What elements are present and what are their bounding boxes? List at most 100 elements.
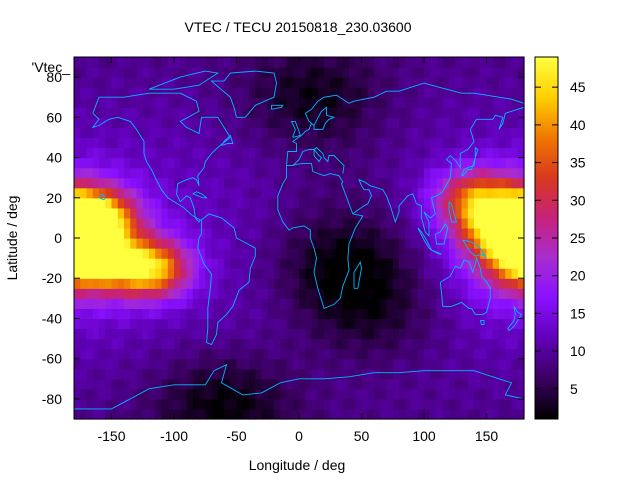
heat-cell	[374, 97, 381, 108]
heat-cell	[261, 348, 269, 360]
heat-cell	[192, 127, 200, 139]
heat-cell	[92, 318, 100, 330]
heat-cell	[430, 298, 438, 309]
heat-cell	[186, 348, 194, 360]
heat-cell	[486, 167, 494, 179]
heat-cell	[411, 157, 419, 169]
heat-cell	[124, 408, 131, 420]
heat-cell	[161, 308, 169, 320]
heat-cell	[211, 268, 219, 279]
heat-cell	[105, 157, 113, 169]
heat-cell	[174, 137, 181, 149]
heat-cell	[199, 57, 206, 68]
heat-cell	[274, 318, 281, 330]
heat-cell	[374, 248, 381, 259]
heat-cell	[386, 408, 394, 420]
heat-cell	[205, 248, 213, 259]
heat-cell	[136, 338, 144, 350]
heat-cell	[149, 358, 156, 370]
heat-cell	[80, 117, 88, 128]
heat-cell	[399, 117, 406, 128]
heat-cell	[424, 308, 431, 320]
heat-cell	[161, 368, 169, 380]
heat-cell	[124, 227, 131, 239]
heat-cell	[142, 187, 150, 199]
heat-cell	[261, 77, 269, 88]
heat-cell	[99, 227, 106, 239]
heat-cell	[311, 388, 319, 400]
heat-cell	[286, 147, 294, 159]
heat-cell	[242, 187, 250, 199]
heat-cell	[517, 207, 525, 219]
heat-cell	[492, 358, 500, 370]
heat-cell	[249, 127, 256, 139]
heat-cell	[305, 308, 313, 320]
heat-cell	[267, 238, 275, 249]
heat-cell	[392, 67, 400, 78]
heat-cell	[511, 238, 519, 249]
heat-cell	[180, 197, 188, 209]
heat-cell	[299, 298, 306, 309]
heat-cell	[486, 278, 494, 289]
heat-cell	[255, 248, 263, 259]
heat-cell	[186, 217, 194, 229]
heat-cell	[149, 167, 156, 179]
heat-cell	[111, 338, 119, 350]
heat-cell	[380, 398, 388, 410]
heat-cell	[230, 408, 238, 420]
heat-cell	[449, 57, 456, 68]
heat-cell	[311, 137, 319, 149]
heat-cell	[480, 408, 488, 420]
heat-cell	[399, 207, 406, 219]
heat-cell	[299, 77, 306, 88]
heat-cell	[224, 117, 231, 128]
heat-cell	[161, 137, 169, 149]
heat-cell	[349, 398, 356, 410]
heat-cell	[111, 217, 119, 229]
heat-cell	[130, 97, 138, 108]
heat-cell	[205, 358, 213, 370]
heat-cell	[474, 368, 481, 380]
heat-cell	[436, 388, 444, 400]
heat-cell	[499, 207, 506, 219]
heat-cell	[299, 358, 306, 370]
heat-cell	[92, 258, 100, 269]
coastline-segment	[271, 104, 284, 110]
heat-cell	[330, 127, 338, 139]
heat-cell	[399, 167, 406, 179]
heat-cell	[192, 238, 200, 249]
heat-cell	[380, 388, 388, 400]
heat-cell	[242, 378, 250, 390]
heat-cell	[355, 57, 363, 68]
heat-cell	[511, 147, 519, 159]
heat-cell	[186, 107, 194, 118]
heat-cell	[342, 248, 350, 259]
heat-cell	[267, 358, 275, 370]
heat-cell	[230, 127, 238, 139]
heat-cell	[392, 278, 400, 289]
colorbar-tick-label: 30	[570, 192, 586, 208]
heat-cell	[249, 197, 256, 209]
heat-cell	[230, 97, 238, 108]
heat-cell	[167, 328, 175, 340]
heat-cell	[467, 97, 475, 108]
heat-cell	[255, 57, 263, 68]
heat-cell	[449, 348, 456, 360]
heat-cell	[392, 358, 400, 370]
heat-cell	[392, 238, 400, 249]
heat-cell	[505, 127, 513, 139]
heat-cell	[155, 318, 163, 330]
heat-cell	[292, 278, 300, 289]
heat-cell	[399, 87, 406, 98]
heat-cell	[249, 318, 256, 330]
heat-cell	[474, 268, 481, 279]
heat-cell	[361, 67, 369, 78]
heat-cell	[236, 77, 244, 88]
heat-cell	[486, 77, 494, 88]
heat-cell	[74, 288, 81, 299]
heat-cell	[130, 408, 138, 420]
heat-cell	[280, 57, 288, 68]
heat-cell	[161, 57, 169, 68]
heat-cell	[399, 238, 406, 249]
heat-cell	[236, 107, 244, 118]
